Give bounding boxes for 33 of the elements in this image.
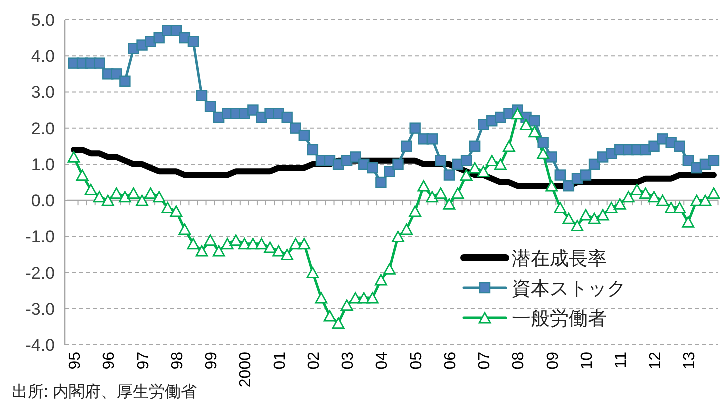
x-tick-label: 07 [476,352,494,370]
x-tick-label: 96 [101,352,118,370]
y-tick-label: 4.0 [31,47,55,66]
y-tick-label: -2.0 [26,264,55,283]
y-tick-label: -1.0 [26,228,55,247]
legend-label: 一般労働者 [512,309,607,330]
x-tick-label: 02 [306,352,323,370]
x-tick-label: 2000 [238,352,255,388]
x-tick-label: 99 [204,352,221,370]
x-tick-label: 09 [544,352,562,370]
x-tick-label: 13 [681,352,698,370]
x-tick-label: 10 [579,352,596,370]
x-tick-label: 11 [613,352,630,369]
x-tick-label: 08 [510,352,528,370]
x-tick-label: 04 [374,352,392,370]
y-tick-label: -4.0 [26,336,55,355]
y-tick-label: -3.0 [26,300,55,319]
x-tick-label: 98 [169,352,186,370]
x-tick-label: 03 [340,352,358,370]
x-tick-label: 01 [272,352,289,370]
x-tick-label: 05 [408,352,426,370]
y-tick-label: 1.0 [31,155,55,174]
x-tick-label: 06 [442,352,460,370]
x-tick-label: 95 [67,352,84,370]
legend-label: 潜在成長率 [512,248,607,270]
y-tick-label: 0.0 [31,192,55,211]
x-tick-label: 12 [647,352,664,370]
y-tick-label: 3.0 [31,83,55,102]
x-tick-label: 97 [135,352,152,370]
text: 出所: 内閣府、厚生労働省 [12,383,197,401]
legend-label: 資本ストック [512,279,626,300]
y-tick-label: 2.0 [31,119,55,138]
y-tick-label: 5.0 [31,11,55,30]
